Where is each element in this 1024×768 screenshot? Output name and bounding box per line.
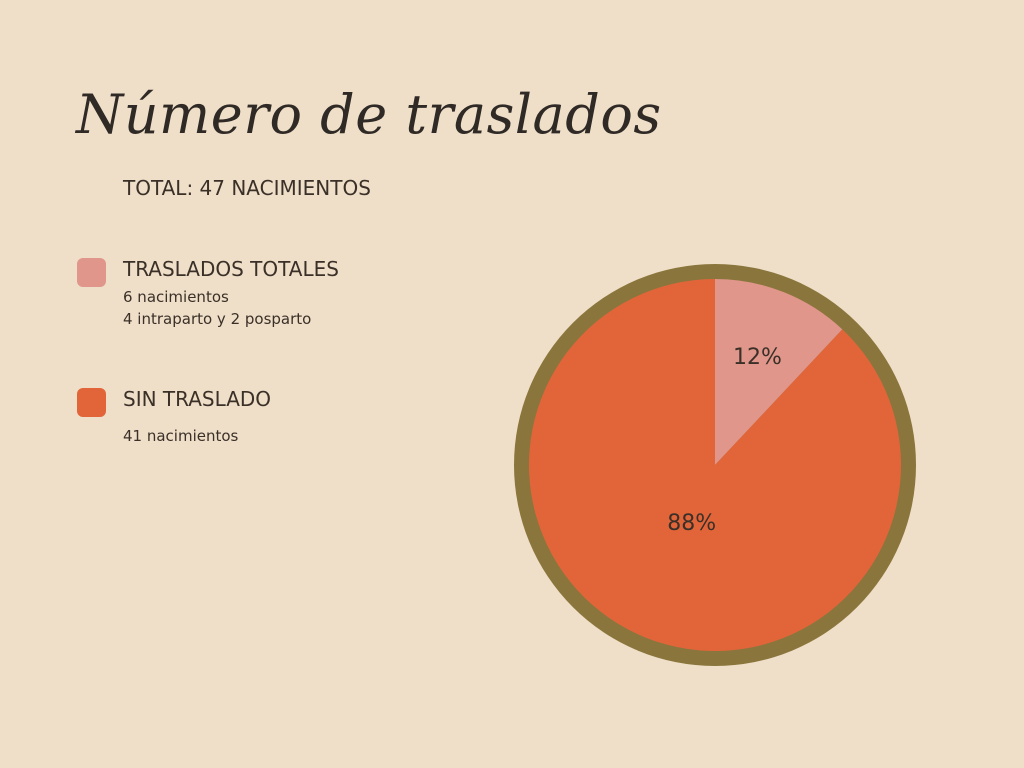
legend-detail-traslados-count: 6 nacimientos <box>123 288 229 306</box>
pie-slice-0 <box>715 279 843 465</box>
pie-label-0: 12% <box>733 345 782 370</box>
pie-label-1: 88% <box>667 511 716 536</box>
page-title: Número de traslados <box>76 83 662 146</box>
legend-label-sin-traslado: SIN TRASLADO <box>123 387 272 411</box>
legend-detail-traslados-breakdown: 4 intraparto y 2 posparto <box>123 310 312 328</box>
legend-label-traslados: TRASLADOS TOTALES <box>123 257 339 281</box>
pie-slice-1 <box>529 279 901 651</box>
pie-chart: 12% 88% <box>514 264 916 666</box>
legend-swatch-sin-traslado <box>77 388 106 417</box>
legend-detail-sin-traslado-count: 41 nacimientos <box>123 427 239 445</box>
total-births-subtitle: TOTAL: 47 NACIMIENTOS <box>123 176 371 200</box>
legend-swatch-traslados <box>77 258 106 287</box>
